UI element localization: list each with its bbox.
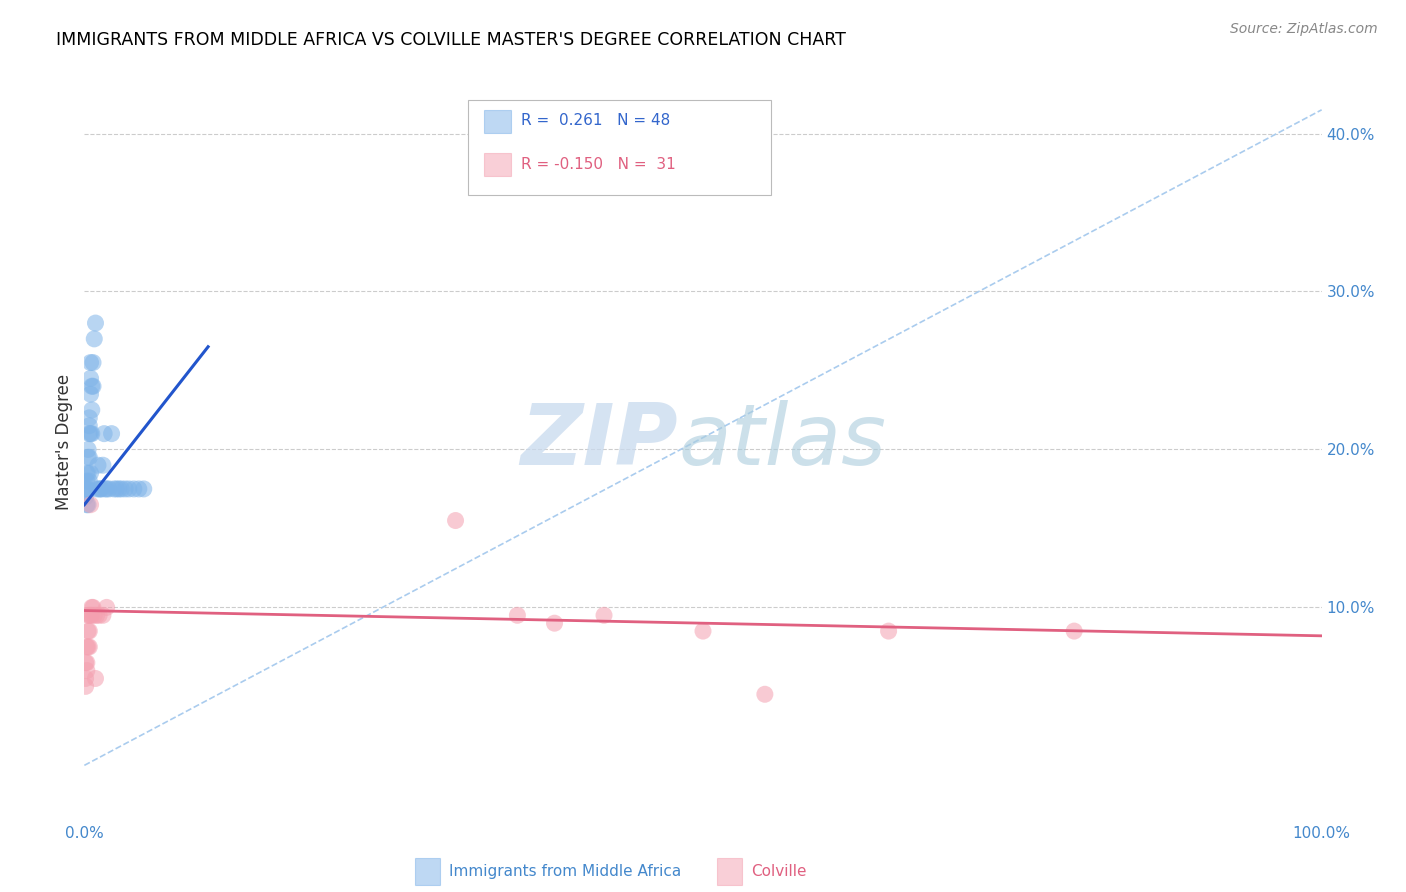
Point xyxy=(77,482,100,496)
Point xyxy=(79,418,101,433)
Point xyxy=(76,474,98,488)
Point xyxy=(80,379,103,393)
Point xyxy=(76,482,98,496)
Point xyxy=(77,498,100,512)
Point xyxy=(79,608,101,623)
Point xyxy=(91,608,114,623)
Point xyxy=(90,482,112,496)
Point xyxy=(98,482,121,496)
Point xyxy=(543,616,565,631)
Point xyxy=(82,379,104,393)
Point xyxy=(82,355,104,369)
Point xyxy=(114,482,136,496)
Point xyxy=(75,490,97,504)
Point xyxy=(82,600,104,615)
Point xyxy=(76,466,98,480)
Point xyxy=(96,600,118,615)
Point xyxy=(76,498,98,512)
Point xyxy=(75,656,97,670)
Point xyxy=(76,656,98,670)
Point xyxy=(79,640,101,654)
Point xyxy=(122,482,145,496)
Point xyxy=(84,316,107,330)
Point xyxy=(79,426,101,441)
Point xyxy=(103,482,125,496)
Point xyxy=(83,608,105,623)
Point xyxy=(89,608,111,623)
Point xyxy=(79,466,101,480)
Point xyxy=(110,482,132,496)
Point xyxy=(79,624,101,639)
Text: ZIP: ZIP xyxy=(520,400,678,483)
Point xyxy=(86,608,108,623)
Point xyxy=(76,640,98,654)
Point xyxy=(77,466,100,480)
FancyBboxPatch shape xyxy=(484,153,512,177)
Point xyxy=(77,608,100,623)
Point xyxy=(1063,624,1085,639)
Point xyxy=(100,426,122,441)
Point xyxy=(79,371,101,385)
Point xyxy=(593,608,616,623)
Point xyxy=(79,355,101,369)
Point xyxy=(105,482,128,496)
Point xyxy=(79,498,101,512)
Point xyxy=(79,426,101,441)
Point xyxy=(79,387,101,401)
Point xyxy=(118,482,141,496)
Point xyxy=(76,664,98,678)
Point xyxy=(444,514,467,528)
Text: Source: ZipAtlas.com: Source: ZipAtlas.com xyxy=(1230,22,1378,37)
Text: IMMIGRANTS FROM MIDDLE AFRICA VS COLVILLE MASTER'S DEGREE CORRELATION CHART: IMMIGRANTS FROM MIDDLE AFRICA VS COLVILL… xyxy=(56,31,846,49)
Point xyxy=(128,482,150,496)
Point xyxy=(75,672,97,686)
Text: Immigrants from Middle Africa: Immigrants from Middle Africa xyxy=(449,864,681,879)
Point xyxy=(87,458,110,473)
FancyBboxPatch shape xyxy=(468,101,770,195)
Point xyxy=(754,687,776,701)
Text: R =  0.261   N = 48: R = 0.261 N = 48 xyxy=(522,113,671,128)
Point xyxy=(132,482,155,496)
Point xyxy=(86,482,108,496)
Point xyxy=(108,482,131,496)
Point xyxy=(80,600,103,615)
Point xyxy=(96,482,118,496)
Point xyxy=(77,442,100,457)
Point xyxy=(83,332,105,346)
Point xyxy=(79,608,101,623)
Text: atlas: atlas xyxy=(678,400,886,483)
Point xyxy=(80,403,103,417)
Point xyxy=(692,624,714,639)
Point xyxy=(80,426,103,441)
Point xyxy=(94,482,117,496)
Point xyxy=(80,608,103,623)
FancyBboxPatch shape xyxy=(484,111,512,133)
Point xyxy=(75,679,97,693)
Point xyxy=(77,450,100,465)
Text: Colville: Colville xyxy=(751,864,806,879)
Point xyxy=(77,640,100,654)
Point xyxy=(75,482,97,496)
Point xyxy=(84,672,107,686)
Point xyxy=(79,450,101,465)
Point xyxy=(877,624,900,639)
Text: R = -0.150   N =  31: R = -0.150 N = 31 xyxy=(522,157,676,172)
Point xyxy=(89,482,111,496)
Point xyxy=(506,608,529,623)
Point xyxy=(79,474,101,488)
Point xyxy=(77,624,100,639)
Y-axis label: Master's Degree: Master's Degree xyxy=(55,374,73,509)
Point xyxy=(93,426,115,441)
Point xyxy=(91,458,114,473)
Point xyxy=(79,410,101,425)
Point xyxy=(89,482,111,496)
